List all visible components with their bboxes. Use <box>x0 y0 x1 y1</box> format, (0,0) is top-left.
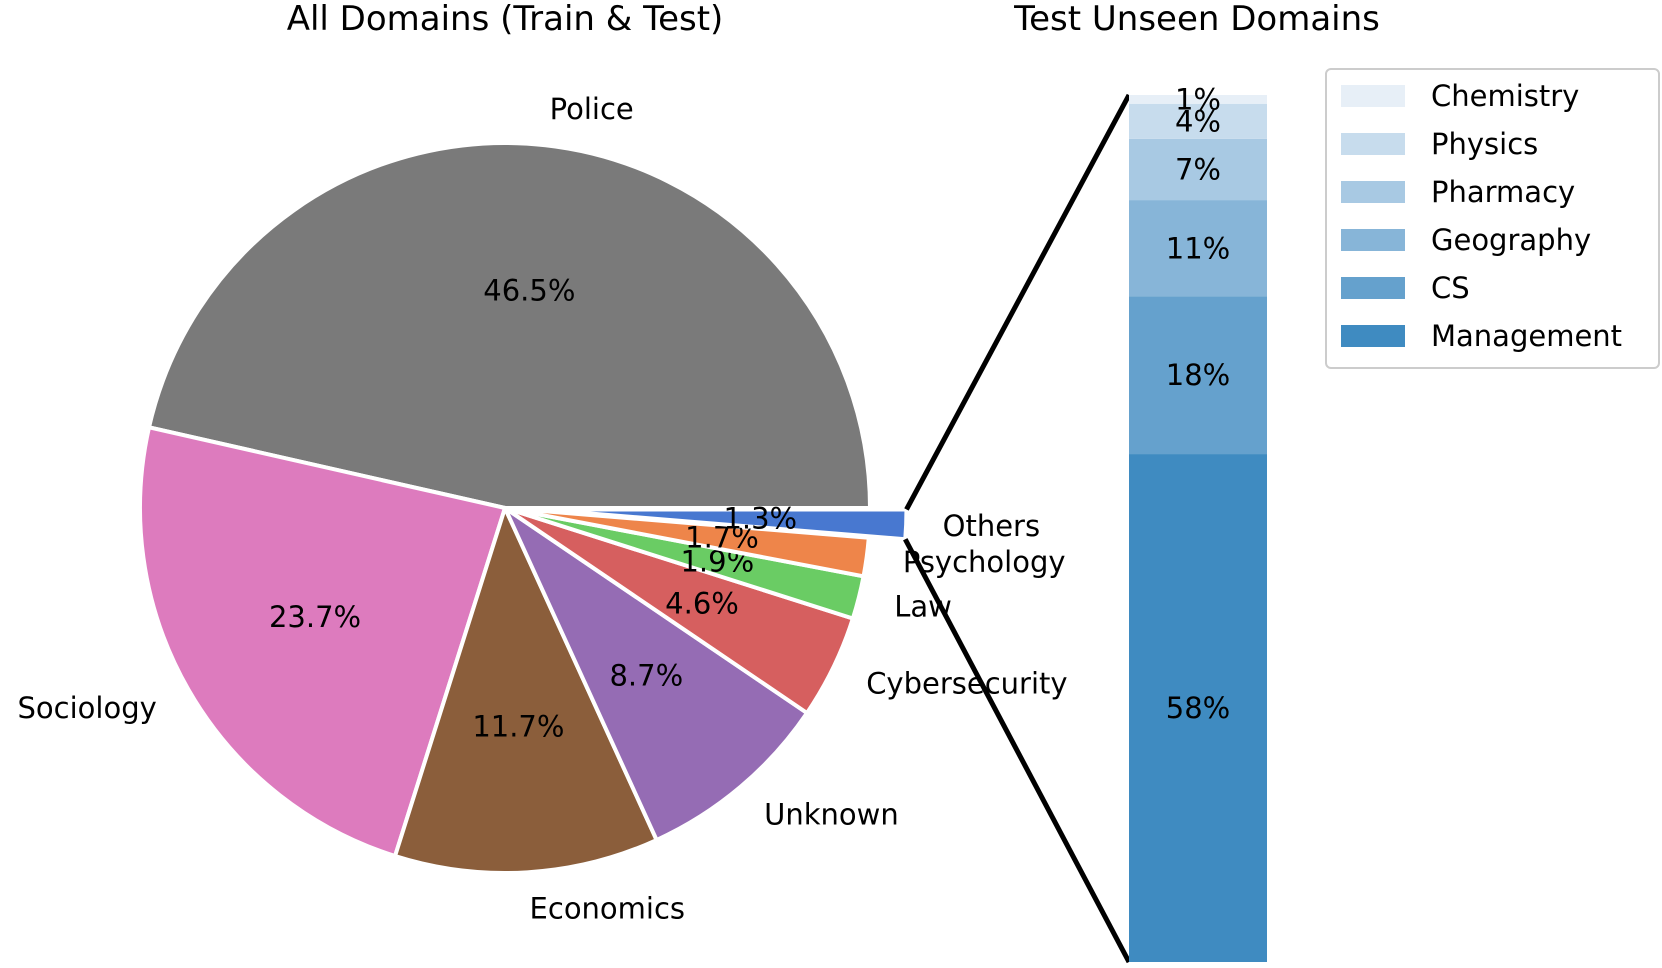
bar-segment-chemistry <box>1129 95 1267 104</box>
bar-title: Test Unseen Domains <box>1013 0 1380 39</box>
legend: Chemistry Physics Pharmacy Geography CS Manag… <box>1325 68 1660 369</box>
pie-pct-economics: 11.7% <box>472 710 564 744</box>
stacked-bar: 58% 18% 11% 7% 4%1% <box>1129 82 1267 962</box>
bar-label-pharmacy: 7% <box>1175 152 1221 186</box>
pie-pct-others: 1.3% <box>723 501 797 535</box>
connector-lines <box>903 93 1132 964</box>
legend-label-management: Management <box>1431 319 1622 353</box>
legend-swatch-physics <box>1341 133 1405 155</box>
pie-pct-unknown: 8.7% <box>609 658 683 692</box>
legend-label-pharmacy: Pharmacy <box>1431 175 1575 209</box>
legend-label-geography: Geography <box>1431 223 1591 257</box>
pie-label-sociology: Sociology <box>18 691 157 725</box>
pie-label-economics: Economics <box>530 892 686 926</box>
bar-segment-pharmacy <box>1129 138 1267 201</box>
pie-slice-economics <box>393 506 659 875</box>
pie-label-unknown: Unknown <box>764 798 899 832</box>
bar-label-geography: 11% <box>1166 231 1230 265</box>
legend-label-cs: CS <box>1431 271 1470 305</box>
pie-pct-police: 46.5% <box>483 273 575 307</box>
pie-slice-others <box>539 507 909 542</box>
pie-slice-police <box>147 140 872 510</box>
pie-slice-unknown <box>503 506 810 843</box>
pie-label-psychology: Psychology <box>903 545 1066 579</box>
legend-swatch-chemistry <box>1341 85 1405 107</box>
bar-segment-management <box>1129 454 1267 962</box>
pie-pct-sociology: 23.7% <box>269 600 361 634</box>
bar-label-cs: 18% <box>1166 358 1230 392</box>
legend-swatch-pharmacy <box>1341 181 1405 203</box>
legend-label-chemistry: Chemistry <box>1431 79 1579 113</box>
pie-label-police: Police <box>550 92 634 126</box>
bar-label-management: 58% <box>1166 691 1230 725</box>
bar-label-chemistry: 1% <box>1175 82 1221 116</box>
legend-frame <box>1325 68 1660 369</box>
bar-segment-geography <box>1129 200 1267 297</box>
connector-line-bottom <box>903 538 1132 964</box>
legend-swatch-cs <box>1341 277 1405 299</box>
connector-line-top <box>904 93 1132 511</box>
pie-label-others: Others <box>943 509 1040 543</box>
legend-swatch-geography <box>1341 229 1405 251</box>
legend-swatch-management <box>1341 325 1405 347</box>
pie-chart: Police 46.5% Sociology 23.7% Economics 11.7% U… <box>18 92 1068 926</box>
pie-slice-sociology <box>138 425 507 859</box>
legend-label-physics: Physics <box>1431 127 1538 161</box>
bar-label-physics: 4% <box>1175 104 1221 138</box>
pie-title: All Domains (Train & Test) <box>287 0 724 39</box>
pie-label-cybersecurity: Cybersecurity <box>866 666 1067 700</box>
bar-segment-physics <box>1129 103 1267 139</box>
pie-pct-cybersecurity: 4.6% <box>665 587 739 621</box>
bar-segment-cs <box>1129 296 1267 455</box>
